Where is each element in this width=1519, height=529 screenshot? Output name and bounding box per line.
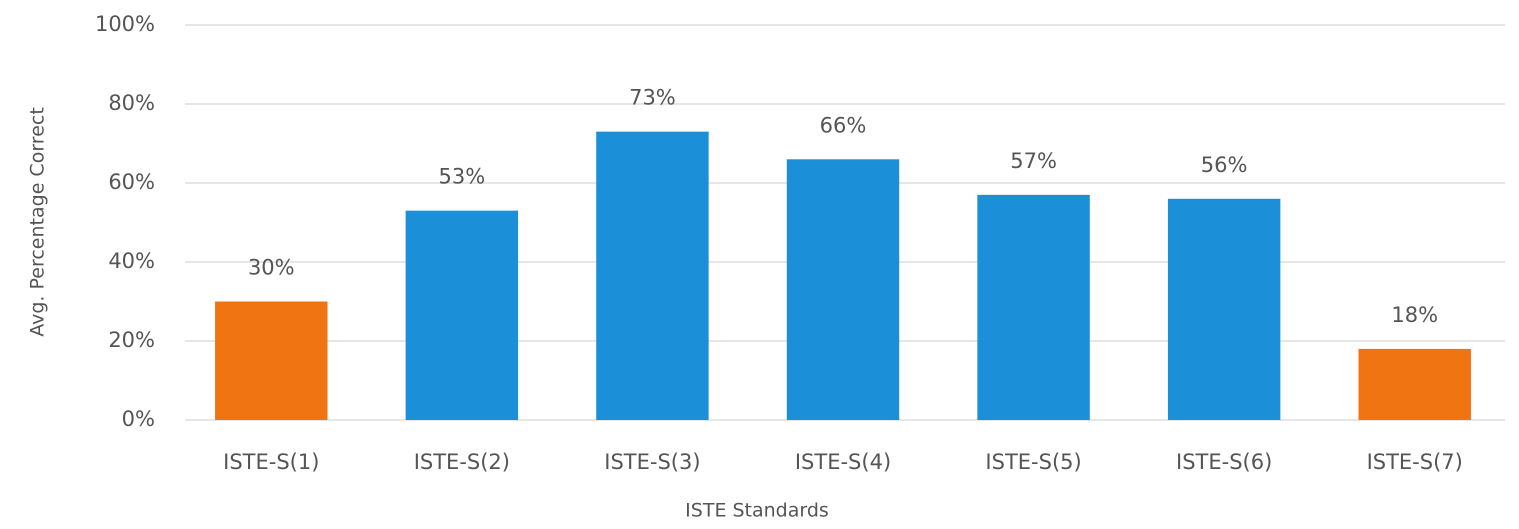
value-label: 73% — [629, 86, 676, 110]
y-tick-label: 20% — [108, 328, 155, 352]
x-tick-label: ISTE-S(3) — [604, 450, 700, 474]
value-label: 66% — [820, 113, 867, 137]
x-tick-label: ISTE-S(6) — [1176, 450, 1272, 474]
y-tick-label: 60% — [108, 170, 155, 194]
y-tick-label: 80% — [108, 91, 155, 115]
value-label: 53% — [439, 165, 486, 189]
value-label: 57% — [1010, 149, 1057, 173]
y-tick-label: 0% — [122, 407, 155, 431]
bar — [1167, 198, 1281, 420]
x-tick-label: ISTE-S(4) — [795, 450, 891, 474]
bar — [786, 159, 900, 421]
y-axis-label: Avg. Percentage Correct — [27, 107, 49, 337]
bar — [405, 210, 519, 420]
bar — [977, 194, 1090, 420]
x-tick-label: ISTE-S(2) — [414, 450, 510, 474]
value-label: 30% — [248, 256, 295, 280]
x-tick-label: ISTE-S(7) — [1367, 450, 1463, 474]
bar — [1358, 348, 1471, 420]
x-tick-label: ISTE-S(5) — [985, 450, 1081, 474]
x-tick-label: ISTE-S(1) — [223, 450, 319, 474]
y-tick-label: 40% — [108, 249, 155, 273]
value-label: 56% — [1201, 153, 1248, 177]
bar — [215, 301, 328, 420]
bar — [596, 131, 709, 420]
y-tick-label: 100% — [95, 12, 155, 36]
value-label: 18% — [1391, 303, 1438, 327]
x-axis-label: ISTE Standards — [685, 500, 829, 522]
